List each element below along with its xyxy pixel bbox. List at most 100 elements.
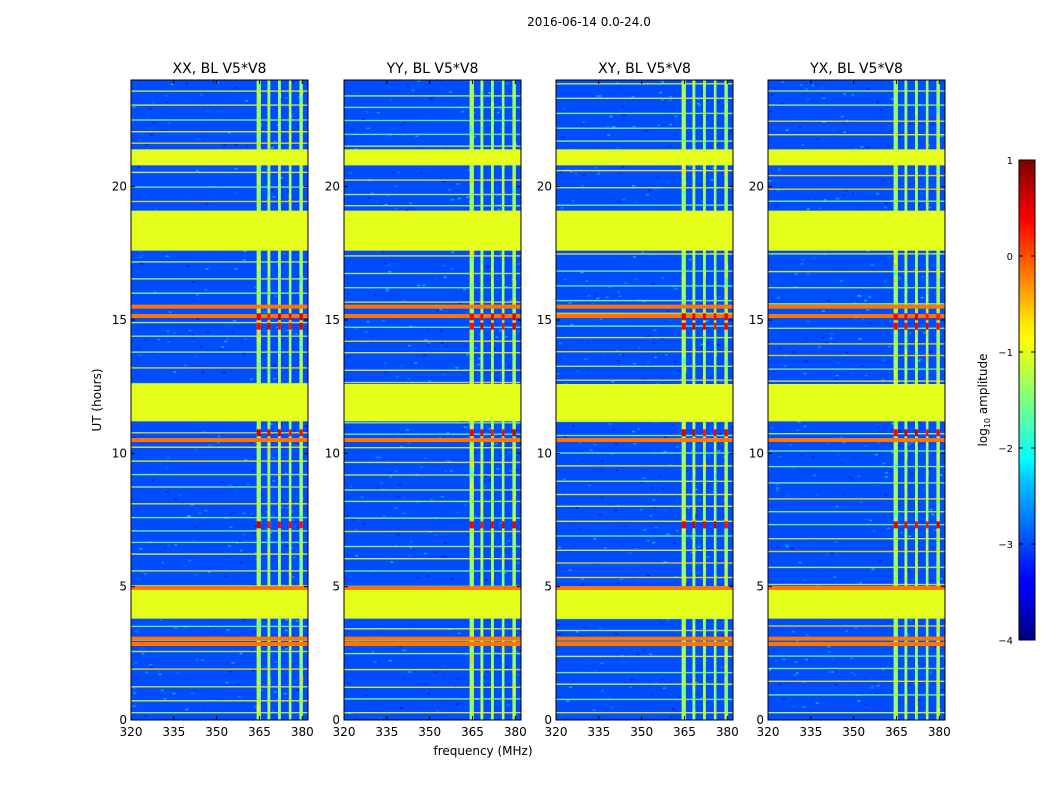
panel-4: YX, BL V5*V8 320 335 350 365 380 0 5 10 15 20 <box>749 61 951 739</box>
flagged-block <box>768 384 945 422</box>
event-line <box>556 314 733 318</box>
event-line <box>131 314 308 318</box>
event-hotspot <box>713 313 717 321</box>
event-hotspot <box>681 313 686 321</box>
y-tick-label: 5 <box>544 580 552 594</box>
flagged-block <box>556 149 733 166</box>
event-line <box>768 636 945 641</box>
event-hotspot <box>904 429 908 437</box>
event-line <box>768 304 945 309</box>
x-tick-label: 320 <box>120 725 143 739</box>
x-tick-label: 380 <box>504 725 527 739</box>
event-hotspot <box>256 322 261 330</box>
event-hotspot <box>512 322 516 330</box>
panel-title: XY, BL V5*V8 <box>598 61 691 77</box>
y-tick-label: 10 <box>112 446 127 460</box>
event-hotspot <box>692 429 696 437</box>
event-hotspot <box>936 429 940 437</box>
colorbar-label: log10 amplitude <box>976 354 992 447</box>
panel-3: XY, BL V5*V8 320 335 350 365 380 0 5 10 15 20 <box>537 61 739 739</box>
event-hotspot <box>925 521 929 529</box>
y-tick-label: 0 <box>332 713 340 727</box>
x-tick-label: 320 <box>333 725 356 739</box>
event-hotspot <box>703 313 706 321</box>
event-hotspot <box>713 521 717 529</box>
event-hotspot <box>915 521 918 529</box>
event-hotspot <box>299 313 303 321</box>
event-line <box>131 636 308 641</box>
event-line <box>556 642 733 646</box>
flagged-block <box>344 210 521 251</box>
x-tick-label: 335 <box>587 725 610 739</box>
event-hotspot <box>893 313 898 321</box>
event-hotspot <box>925 322 929 330</box>
flagged-block <box>131 149 308 166</box>
event-hotspot <box>724 322 728 330</box>
y-tick-label: 10 <box>537 446 552 460</box>
event-hotspot <box>491 313 494 321</box>
event-line <box>556 438 733 442</box>
event-hotspot <box>703 322 706 330</box>
event-line <box>344 304 521 309</box>
event-hotspot <box>267 521 271 529</box>
x-tick-label: 350 <box>630 725 653 739</box>
event-line <box>556 636 733 641</box>
event-hotspot <box>893 429 898 437</box>
event-hotspot <box>288 429 292 437</box>
event-hotspot <box>501 521 505 529</box>
y-tick-label: 0 <box>119 713 127 727</box>
x-tick-label: 365 <box>885 725 908 739</box>
y-tick-label: 5 <box>332 580 340 594</box>
x-tick-label: 350 <box>205 725 228 739</box>
x-tick-label: 350 <box>842 725 865 739</box>
x-tick-label: 365 <box>248 725 271 739</box>
event-line <box>768 314 945 318</box>
flagged-block <box>768 210 945 251</box>
panel-2: YY, BL V5*V8 320 335 350 365 380 0 5 10 15 20 <box>325 61 527 739</box>
colorbar-tick-label: 1 <box>1007 156 1013 167</box>
event-line <box>131 642 308 646</box>
flagged-block <box>556 210 733 251</box>
y-tick-label: 15 <box>325 313 340 327</box>
event-hotspot <box>491 322 494 330</box>
x-tick-label: 320 <box>757 725 780 739</box>
event-hotspot <box>936 313 940 321</box>
event-hotspot <box>904 313 908 321</box>
event-hotspot <box>480 429 484 437</box>
event-hotspot <box>936 322 940 330</box>
event-hotspot <box>893 322 898 330</box>
flagged-block <box>131 589 308 619</box>
colorbar-label-sub: 10 <box>983 418 992 428</box>
event-line <box>131 438 308 442</box>
event-line <box>768 586 945 590</box>
flagged-block <box>556 384 733 422</box>
colorbar-tick-label: −1 <box>998 348 1013 359</box>
flagged-block <box>131 210 308 251</box>
x-tick-label: 365 <box>673 725 696 739</box>
panel-1: XX, BL V5*V8 320 335 350 365 380 0 5 10 15 20 <box>112 61 314 739</box>
x-tick-label: 335 <box>799 725 822 739</box>
event-hotspot <box>267 313 271 321</box>
event-hotspot <box>724 313 728 321</box>
x-tick-label: 335 <box>375 725 398 739</box>
x-tick-label: 365 <box>461 725 484 739</box>
event-line <box>556 586 733 590</box>
event-hotspot <box>288 521 292 529</box>
event-hotspot <box>299 521 303 529</box>
event-hotspot <box>724 429 728 437</box>
colorbar-tick-label: −4 <box>998 636 1013 647</box>
event-hotspot <box>278 322 281 330</box>
event-line <box>344 642 521 646</box>
event-hotspot <box>893 521 898 529</box>
event-hotspot <box>692 313 696 321</box>
event-hotspot <box>713 322 717 330</box>
figure-suptitle: 2016-06-14 0.0-24.0 <box>527 15 651 29</box>
x-tick-label: 320 <box>545 725 568 739</box>
event-hotspot <box>256 521 261 529</box>
x-tick-label: 380 <box>716 725 739 739</box>
event-hotspot <box>681 322 686 330</box>
y-tick-label: 10 <box>749 446 764 460</box>
event-hotspot <box>278 521 281 529</box>
colorbar-ticks: 1 0 −1 −2 −3 −4 <box>998 156 1035 647</box>
